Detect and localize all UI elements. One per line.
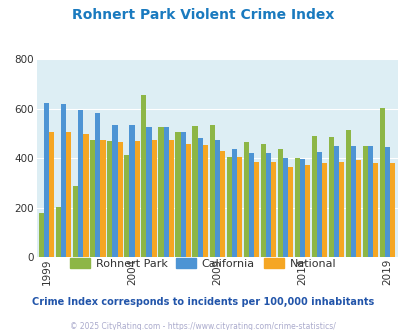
Bar — [384, 147, 389, 257]
Bar — [248, 153, 253, 257]
Bar — [253, 162, 258, 257]
Bar — [367, 146, 372, 257]
Bar — [260, 144, 265, 257]
Bar — [83, 134, 88, 257]
Bar — [100, 140, 105, 257]
Bar — [304, 165, 309, 257]
Bar — [372, 163, 377, 257]
Bar — [49, 132, 54, 257]
Bar — [185, 144, 190, 257]
Bar — [294, 158, 299, 257]
Bar — [214, 140, 219, 257]
Bar — [151, 140, 156, 257]
Bar — [158, 127, 163, 257]
Bar — [236, 157, 241, 257]
Bar — [90, 140, 95, 257]
Bar — [350, 146, 355, 257]
Bar — [362, 146, 367, 257]
Bar — [379, 108, 384, 257]
Bar — [333, 146, 338, 257]
Bar — [311, 136, 316, 257]
Text: © 2025 CityRating.com - https://www.cityrating.com/crime-statistics/: © 2025 CityRating.com - https://www.city… — [70, 322, 335, 330]
Bar — [345, 130, 350, 257]
Bar — [243, 142, 248, 257]
Bar — [180, 132, 185, 257]
Bar — [175, 132, 180, 257]
Legend: Rohnert Park, California, National: Rohnert Park, California, National — [65, 254, 340, 273]
Bar — [219, 151, 224, 257]
Bar — [163, 127, 168, 257]
Bar — [95, 113, 100, 257]
Bar — [146, 127, 151, 257]
Bar — [66, 132, 71, 257]
Bar — [129, 125, 134, 257]
Bar — [226, 157, 231, 257]
Bar — [61, 104, 66, 257]
Bar — [134, 141, 139, 257]
Bar — [299, 159, 304, 257]
Bar — [197, 138, 202, 257]
Bar — [282, 158, 287, 257]
Bar — [316, 152, 321, 257]
Bar — [107, 141, 112, 257]
Bar — [44, 104, 49, 257]
Text: Rohnert Park Violent Crime Index: Rohnert Park Violent Crime Index — [72, 8, 333, 22]
Text: Crime Index corresponds to incidents per 100,000 inhabitants: Crime Index corresponds to incidents per… — [32, 297, 373, 307]
Bar — [287, 167, 292, 257]
Bar — [39, 214, 44, 257]
Bar — [124, 155, 129, 257]
Bar — [202, 145, 207, 257]
Bar — [270, 162, 275, 257]
Bar — [78, 110, 83, 257]
Bar — [328, 137, 333, 257]
Bar — [192, 126, 197, 257]
Bar — [338, 162, 343, 257]
Bar — [141, 95, 146, 257]
Bar — [277, 148, 282, 257]
Bar — [73, 185, 78, 257]
Bar — [355, 160, 360, 257]
Bar — [56, 207, 61, 257]
Bar — [209, 125, 214, 257]
Bar — [389, 163, 394, 257]
Bar — [321, 163, 326, 257]
Bar — [231, 148, 236, 257]
Bar — [265, 153, 270, 257]
Bar — [112, 125, 117, 257]
Bar — [168, 140, 173, 257]
Bar — [117, 142, 122, 257]
